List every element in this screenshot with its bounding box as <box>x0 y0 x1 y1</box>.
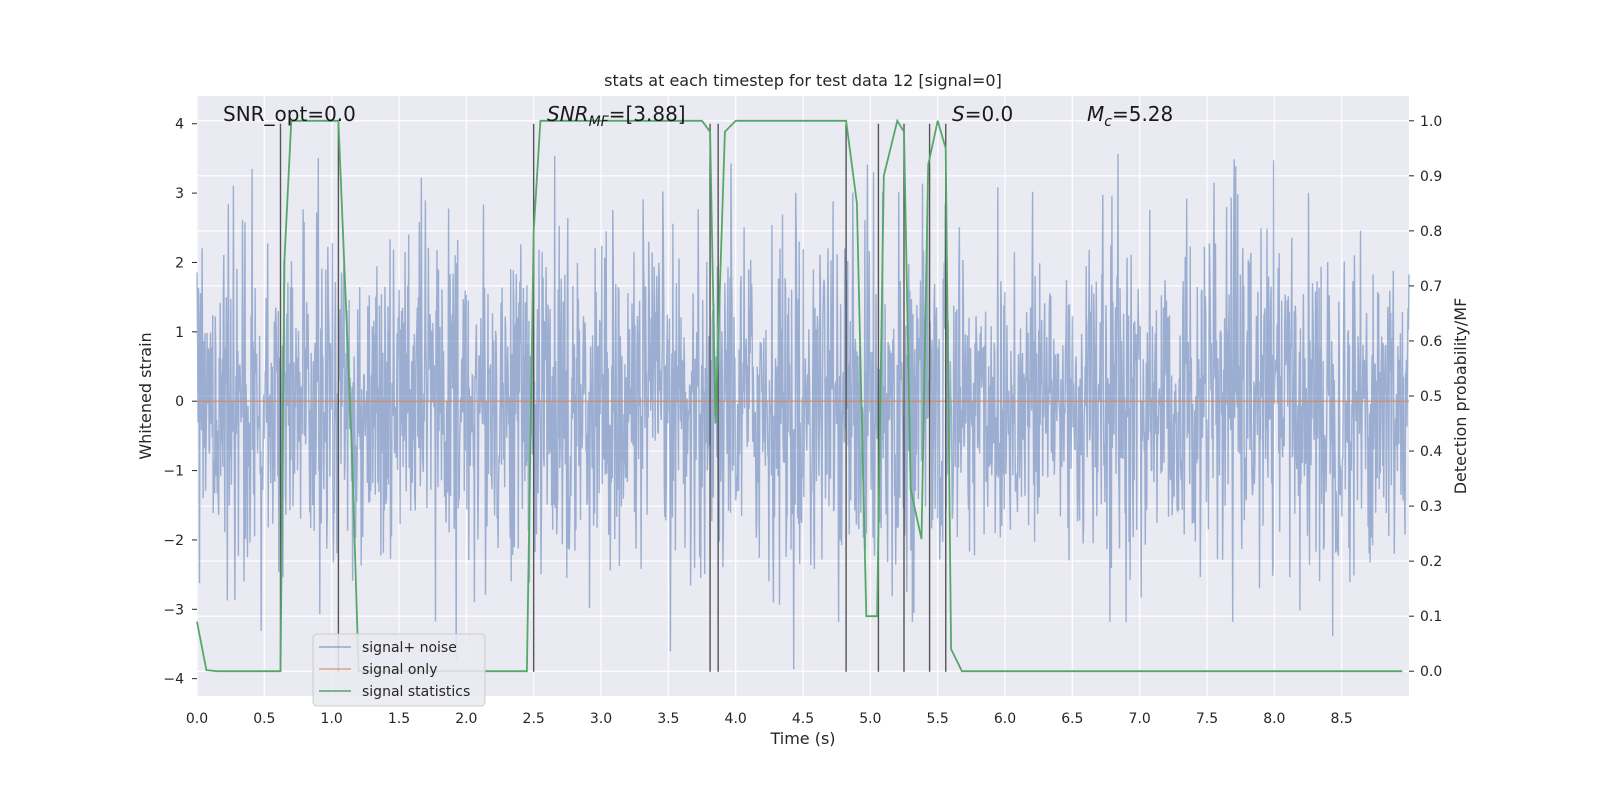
y2-tick-label: 0.1 <box>1420 609 1442 625</box>
y2-axis-label: Detection probability/MF <box>1451 298 1470 495</box>
annotation-snr-mf: SNRMF=[3.88] <box>547 102 686 130</box>
y2-tick-label: 0.6 <box>1420 334 1442 350</box>
x-tick-label: 2.5 <box>523 711 545 727</box>
y-tick-label: 0 <box>175 394 184 410</box>
y2-tick-label: 0.0 <box>1420 664 1442 680</box>
noise-series <box>196 153 1410 670</box>
y2-tick-label: 0.3 <box>1420 499 1442 515</box>
snr-mf-value: =[3.88] <box>609 102 686 126</box>
legend: signal+ noise signal only signal statist… <box>312 633 486 707</box>
mc-italic: M <box>1087 102 1104 126</box>
x-tick-label: 8.0 <box>1263 711 1285 727</box>
x-tick-label: 0.0 <box>186 711 208 727</box>
s-italic: S <box>952 102 965 126</box>
x-tick-label: 4.5 <box>792 711 814 727</box>
legend-label-statistics: signal statistics <box>362 684 470 700</box>
x-tick-label: 0.5 <box>253 711 275 727</box>
x-tick-label: 7.5 <box>1196 711 1218 727</box>
legend-label-signal-only: signal only <box>362 662 437 678</box>
annotation-snr-opt: SNR_opt=0.0 <box>223 102 356 126</box>
mc-value: =5.28 <box>1112 102 1173 126</box>
noise-line <box>196 153 1410 670</box>
snr-mf-sub: MF <box>589 114 610 130</box>
y-tick-label: 1 <box>175 325 184 341</box>
y2-tick-label: 0.7 <box>1420 279 1442 295</box>
mc-sub: c <box>1104 114 1112 130</box>
x-tick-label: 3.0 <box>590 711 612 727</box>
x-tick-label: 6.0 <box>994 711 1016 727</box>
x-tick-label: 1.5 <box>388 711 410 727</box>
x-tick-label: 3.5 <box>657 711 679 727</box>
y-ticks: 4 3 2 1 0 −1 −2 −3 −4 <box>163 117 197 688</box>
legend-box <box>312 633 486 707</box>
x-tick-label: 8.5 <box>1331 711 1353 727</box>
chart-title: stats at each timestep for test data 12 … <box>604 71 1002 90</box>
x-tick-label: 7.0 <box>1129 711 1151 727</box>
annotation-s: S=0.0 <box>952 102 1013 126</box>
y2-tick-label: 0.4 <box>1420 444 1442 460</box>
y-tick-label: −1 <box>163 464 184 480</box>
signal-statistics-series <box>196 118 1403 673</box>
y-tick-label: 3 <box>175 186 184 202</box>
x-axis-label: Time (s) <box>769 729 835 748</box>
y-tick-label: 2 <box>175 255 184 271</box>
x-tick-label: 6.5 <box>1061 711 1083 727</box>
y-tick-label: −4 <box>163 672 184 688</box>
y-axis-label: Whitened strain <box>136 332 155 459</box>
y2-tick-label: 1.0 <box>1420 114 1442 130</box>
annotation-mc: Mc=5.28 <box>1087 102 1173 130</box>
y2-tick-label: 0.9 <box>1420 169 1442 185</box>
y2-tick-label: 0.5 <box>1420 389 1442 405</box>
x-tick-label: 2.0 <box>455 711 477 727</box>
y-tick-label: −3 <box>163 602 184 618</box>
x-tick-label: 4.0 <box>725 711 747 727</box>
y-tick-label: −2 <box>163 533 184 549</box>
s-value: =0.0 <box>965 102 1014 126</box>
y2-ticks: 1.0 0.9 0.8 0.7 0.6 0.5 0.4 0.3 0.2 0.1 0.0 <box>1409 114 1442 680</box>
y2-tick-label: 0.8 <box>1420 224 1442 240</box>
y2-tick-label: 0.2 <box>1420 554 1442 570</box>
x-tick-label: 1.0 <box>321 711 343 727</box>
snr-mf-prefix: SNR <box>547 102 589 126</box>
legend-label-noise: signal+ noise <box>362 640 457 656</box>
x-tick-label: 5.0 <box>859 711 881 727</box>
signal-statistics-line <box>196 118 1403 673</box>
y-tick-label: 4 <box>175 117 184 133</box>
x-ticks: 0.0 0.5 1.0 1.5 2.0 2.5 3.0 3.5 4.0 4.5 5.0 5.5 6.0 6… <box>186 711 1353 727</box>
x-tick-label: 5.5 <box>927 711 949 727</box>
